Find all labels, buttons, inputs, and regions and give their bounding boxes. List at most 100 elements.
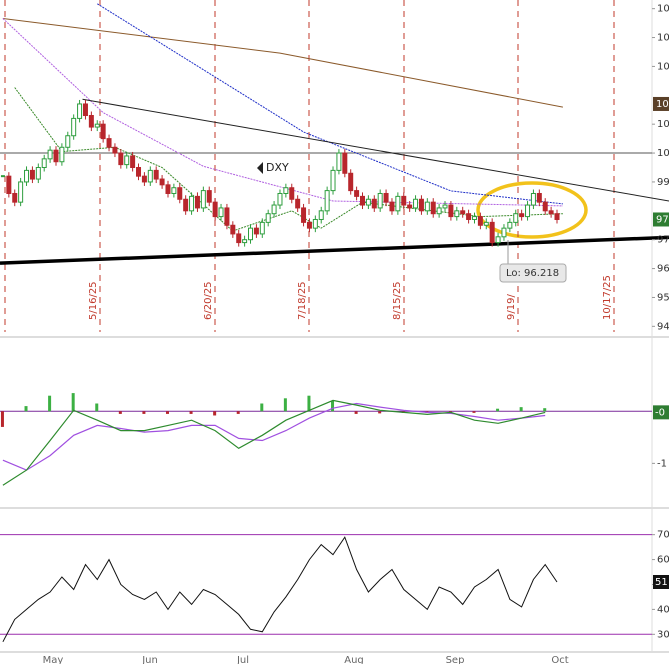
candle [507,221,513,229]
candle [12,192,18,203]
histogram-bar [331,400,335,412]
moving-average [2,18,563,108]
candle [377,192,383,209]
candle [82,103,88,117]
month-label: May [43,655,64,664]
candle [141,175,147,183]
candle [530,192,536,206]
histogram-bar [118,411,122,414]
candle [147,169,153,183]
candle [424,201,430,212]
trendline [82,98,669,202]
candle [59,146,65,163]
candle [430,201,436,215]
price-tag-label: 10 [656,99,669,110]
candle [489,221,495,244]
candle [354,190,360,197]
candle [371,198,377,209]
histogram-bar [519,407,523,412]
candle [330,169,336,192]
candle [224,207,230,226]
histogram-bar [448,411,452,413]
histogram-bar [543,408,547,412]
candle [171,187,177,194]
candle [248,227,254,241]
candle [124,155,130,166]
candle [153,169,159,180]
candle [460,210,466,215]
y-tick-label: 10 [657,33,669,44]
candle [218,207,224,218]
date-label: 5/16/25 [88,281,99,320]
histogram-bar [189,411,193,414]
candle [41,158,47,169]
last-tag-label: 51 [655,577,668,588]
candle [542,201,548,212]
candle [118,152,124,166]
last-tag [653,574,669,589]
symbol-marker [257,162,263,174]
trendline [0,235,669,265]
moving-average [97,3,563,205]
date-label: 8/15/25 [392,281,403,320]
highlight-circle [476,181,588,239]
candle [35,167,41,180]
candle [106,138,112,148]
candle [165,184,171,194]
candle [548,210,554,215]
candle [277,192,283,206]
candle [342,152,348,174]
price-tag [653,212,669,227]
y-tick-label: 94 [657,321,669,332]
low-label: Lo: 96.218 [506,268,559,279]
candle [177,187,183,200]
candle [253,227,259,235]
histogram-bar [378,411,382,414]
candle [53,149,59,163]
candle [389,201,395,212]
candle [18,181,24,203]
histogram-bar [354,411,358,414]
macd-line [2,399,546,486]
candle [295,198,301,209]
candle [306,221,312,229]
candle [271,204,277,215]
date-label: 6/20/25 [203,281,214,320]
candle [77,103,83,119]
candle [495,236,501,244]
candle [365,198,371,206]
candle [88,115,94,128]
y-tick-label: 99 [657,177,669,188]
histogram-bar [165,411,169,414]
histogram-bar [472,411,476,413]
candle [442,204,448,209]
candle [283,187,289,194]
histogram-bar [24,406,28,412]
month-label: Sep [446,655,465,664]
rsi-line [2,536,558,643]
candle [436,207,442,215]
candle [519,213,525,218]
candle [130,155,136,168]
candle [242,239,248,244]
candle [259,221,265,235]
y-tick-label: -1 [657,458,667,469]
candle [24,169,30,183]
y-tick-label: 70 [657,530,669,541]
month-label: Jun [141,655,158,664]
candle [418,198,424,212]
candle [136,167,142,177]
candle [501,227,507,238]
candle [265,213,271,223]
y-tick-label: 60 [657,555,669,566]
y-tick-label: 10 [657,61,669,72]
date-label: 9/19/ [506,294,517,320]
low-box [499,263,567,283]
candle [65,135,71,148]
candle [336,152,342,171]
y-tick-label: 10 [657,119,669,130]
y-tick-label: 40 [657,604,669,615]
candle [413,198,419,209]
histogram-bar [236,411,240,414]
